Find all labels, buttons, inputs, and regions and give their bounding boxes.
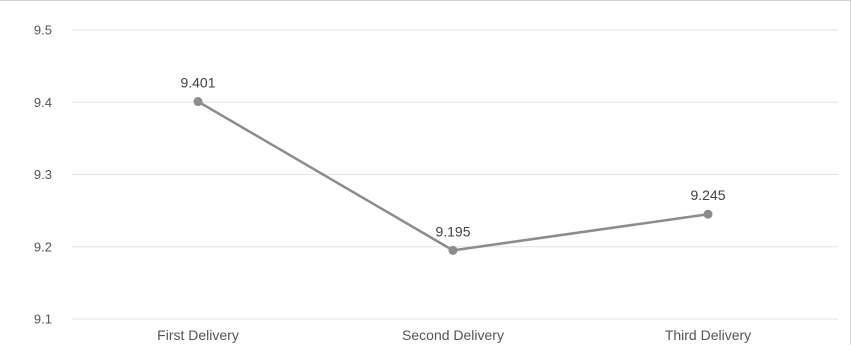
marker-layer	[193, 97, 713, 255]
data-point-marker	[193, 97, 203, 107]
y-tick-label: 9.1	[34, 312, 52, 327]
data-label: 9.195	[435, 223, 470, 239]
y-axis-tick-labels: 9.1 9.2 9.3 9.4 9.5	[34, 23, 52, 327]
data-label-layer: 9.401 9.195 9.245	[180, 75, 725, 240]
y-tick-label: 9.2	[34, 239, 52, 254]
x-axis-category-labels: First Delivery Second Delivery Third Deliv…	[157, 327, 751, 343]
y-tick-label: 9.3	[34, 167, 52, 182]
data-point-marker	[703, 209, 713, 219]
gridlines	[72, 29, 838, 320]
x-category-label: First Delivery	[157, 327, 239, 343]
data-label: 9.245	[690, 187, 725, 203]
data-label: 9.401	[180, 75, 215, 91]
x-category-label: Second Delivery	[402, 327, 504, 343]
x-category-label: Third Delivery	[665, 327, 751, 343]
data-point-marker	[448, 245, 458, 255]
y-tick-label: 9.4	[34, 95, 52, 110]
y-tick-label: 9.5	[34, 23, 52, 38]
